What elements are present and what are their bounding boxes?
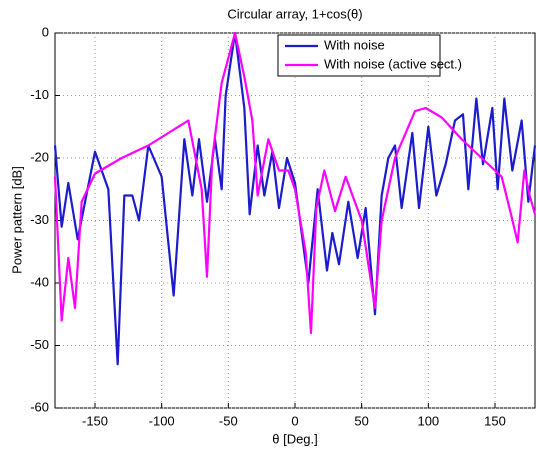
y-axis-label: Power pattern [dB] <box>9 166 24 274</box>
y-tick-label: 0 <box>42 24 49 39</box>
y-tick-label: -20 <box>30 149 49 164</box>
legend-label: With noise <box>324 37 385 52</box>
x-tick-label: -50 <box>219 413 238 428</box>
legend-box <box>277 34 441 77</box>
chart-title: Circular array, 1+cos(θ) <box>227 6 362 21</box>
y-tick-label: -40 <box>30 274 49 289</box>
x-tick-label: 0 <box>291 413 298 428</box>
x-axis-label: θ [Deg.] <box>272 431 318 446</box>
y-tick-label: -30 <box>30 212 49 227</box>
x-tick-label: -150 <box>82 413 108 428</box>
y-tick-label: -10 <box>30 87 49 102</box>
legend-label: With noise (active sect.) <box>324 56 462 71</box>
y-tick-label: -50 <box>30 337 49 352</box>
series-line <box>53 31 537 335</box>
y-tick-label: -60 <box>30 399 49 414</box>
x-tick-label: -100 <box>149 413 175 428</box>
x-tick-label: 50 <box>354 413 368 428</box>
x-tick-label: 150 <box>484 413 506 428</box>
x-tick-label: 100 <box>417 413 439 428</box>
